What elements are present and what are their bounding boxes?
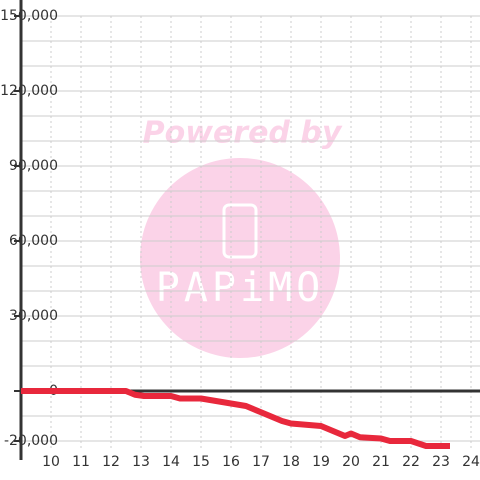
y-tick-label: -20,000 bbox=[4, 433, 58, 449]
watermark-logo: PAPiMO bbox=[156, 265, 325, 311]
x-tick-label: 23 bbox=[432, 454, 450, 470]
line bbox=[21, 388, 450, 449]
x-tick-label: 22 bbox=[402, 454, 420, 470]
watermark-title: Powered by bbox=[143, 116, 343, 151]
x-tick-label: 11 bbox=[72, 454, 90, 470]
y-tick-label: 30,000 bbox=[9, 308, 58, 324]
y-tick-label: 120,000 bbox=[0, 83, 58, 99]
x-tick-label: 18 bbox=[282, 454, 300, 470]
watermark-icon bbox=[222, 203, 258, 259]
x-tick-label: 17 bbox=[252, 454, 270, 470]
x-tick-label: 20 bbox=[342, 454, 360, 470]
x-tick-label: 15 bbox=[192, 454, 210, 470]
x-tick-label: 14 bbox=[162, 454, 180, 470]
x-tick-label: 21 bbox=[372, 454, 390, 470]
y-tick-label: 90,000 bbox=[9, 158, 58, 174]
y-tick-label: 150,000 bbox=[0, 8, 58, 24]
x-tick-label: 13 bbox=[132, 454, 150, 470]
x-tick-label: 19 bbox=[312, 454, 330, 470]
y-tick-label: 60,000 bbox=[9, 233, 58, 249]
x-tick-label: 12 bbox=[102, 454, 120, 470]
x-tick-label: 24 bbox=[462, 454, 480, 470]
x-tick-label: 10 bbox=[42, 454, 60, 470]
x-tick-label: 16 bbox=[222, 454, 240, 470]
